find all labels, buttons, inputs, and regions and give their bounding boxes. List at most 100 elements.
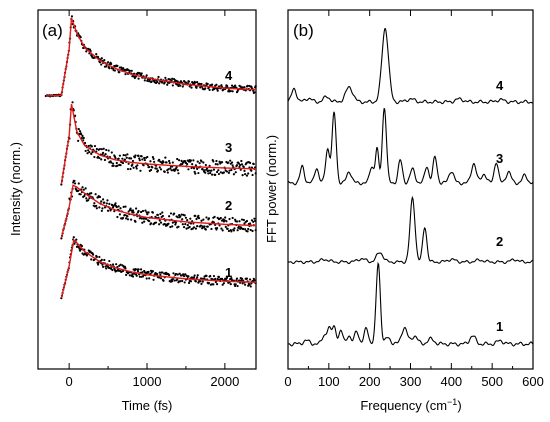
- panel-a-data-point: [171, 278, 174, 281]
- panel-a-data-point: [180, 213, 183, 216]
- panel-a-data-point: [128, 274, 131, 277]
- panel-a-data-point: [171, 225, 174, 228]
- panel-a-data-point: [183, 214, 186, 217]
- panel-a-trace-label: 2: [225, 198, 232, 213]
- panel-a-data-point: [166, 83, 169, 86]
- panel-a-data-point: [184, 223, 187, 226]
- panel-a-data-point: [248, 278, 252, 281]
- panel-a-data-point: [230, 230, 233, 233]
- panel-a-data-point: [97, 55, 100, 59]
- panel-a-data-point: [95, 53, 98, 56]
- panel-a-data-point: [235, 277, 239, 280]
- panel-a-data-point: [234, 84, 237, 87]
- panel-a-data-point: [158, 82, 161, 85]
- panel-a-data-point: [93, 202, 96, 205]
- panel-a-x-tick-label: 2000: [210, 374, 239, 389]
- panel-a-data-point: [134, 154, 137, 157]
- panel-a-x-ticks: 0 1000 2000: [66, 10, 239, 389]
- panel-a-data-point: [103, 58, 106, 62]
- panel-a-data-point: [106, 61, 110, 64]
- panel-a-data-point: [227, 161, 230, 164]
- panel-a-data-point: [101, 263, 104, 266]
- panel-a-data-point: [77, 182, 80, 185]
- panel-a-data-point: [246, 84, 249, 87]
- panel-a-data-point: [229, 89, 232, 93]
- panel-a-data-point: [100, 200, 103, 203]
- panel-a-data-point: [156, 169, 159, 172]
- panel-a-data-point: [215, 83, 218, 86]
- panel-a-data-point: [151, 211, 155, 214]
- panel-a-data-point: [239, 168, 242, 171]
- panel-a-data-point: [253, 166, 257, 169]
- panel-a-data-point: [207, 281, 211, 285]
- panel-a-data-point: [178, 272, 181, 275]
- panel-a-data-point: [78, 130, 82, 133]
- panel-a-data-point: [138, 217, 141, 220]
- panel-a-data-point: [212, 168, 216, 171]
- panel-a-fit-curve: [45, 17, 257, 97]
- panel-a-data-point: [192, 167, 196, 170]
- panel-a-data-point: [234, 283, 237, 286]
- panel-a-data-point: [100, 63, 103, 66]
- panel-a-data-point: [249, 228, 252, 232]
- panel-a-data-point: [215, 283, 219, 286]
- panel-a-data-point: [116, 215, 119, 219]
- panel-a-data-point: [81, 186, 84, 189]
- panel-a-data-point: [197, 217, 201, 220]
- panel-a-data-point: [81, 134, 84, 138]
- panel-a-data-point: [237, 162, 240, 165]
- panel-a-data-point: [88, 150, 91, 154]
- panel-a-data-point: [150, 80, 153, 83]
- panel-a-data-point: [181, 279, 184, 283]
- panel-b-traces: 4 3 2 1: [287, 27, 534, 347]
- panel-a-data-point: [139, 169, 142, 172]
- panel-a-data-point: [193, 274, 196, 277]
- panel-a-data-point: [180, 159, 183, 162]
- panel-a-data-point: [174, 272, 178, 276]
- panel-a-data-point: [197, 171, 200, 175]
- panel-a-data-point: [124, 73, 127, 76]
- panel-a-data-point: [242, 165, 245, 169]
- panel-a-label: (a): [42, 21, 63, 40]
- panel-a-data-point: [100, 209, 103, 212]
- panel-a-data-point: [128, 69, 131, 72]
- panel-a-data-point: [132, 211, 135, 214]
- panel-a-data-point: [118, 71, 121, 74]
- panel-a-data-point: [101, 198, 105, 201]
- panel-a-data-point: [131, 273, 134, 276]
- panel-a-data-point: [231, 90, 234, 93]
- panel-a-data-point: [105, 148, 108, 152]
- panel-a-data-point: [106, 209, 110, 212]
- panel-a-data-point: [92, 253, 95, 256]
- panel-a-data-point: [171, 77, 174, 80]
- panel-a-data-point: [101, 207, 104, 210]
- panel-a-data-point: [159, 277, 163, 280]
- panel-a-data-point: [248, 283, 251, 286]
- panel-a-data-point: [145, 211, 148, 214]
- panel-a-data-point: [119, 164, 122, 167]
- panel-a-data-point: [220, 227, 223, 230]
- panel-a-data-point: [227, 229, 231, 233]
- panel-b-x-tick-label: 0: [284, 374, 291, 389]
- panel-a-data-point: [121, 216, 125, 220]
- panel-a-data-point: [179, 280, 182, 283]
- panel-a-data-point: [250, 219, 254, 222]
- panel-a-data-point: [249, 285, 252, 288]
- panel-a-data-point: [174, 223, 177, 226]
- panel-a-data-point: [177, 84, 180, 88]
- panel-a-fit-curve: [60, 103, 257, 185]
- panel-a-data-point: [210, 169, 213, 172]
- panel-a-data-point: [108, 202, 111, 205]
- panel-a: (a) 0 1000 2000 Time (fs) Intensity (norm.…: [8, 9, 257, 413]
- panel-a-data-point: [253, 217, 256, 220]
- panel-a-data-point: [196, 167, 199, 170]
- panel-a-trace-2: 2: [60, 179, 257, 240]
- panel-a-data-point: [83, 141, 87, 145]
- panel-a-data-point: [195, 217, 198, 221]
- panel-a-data-point: [123, 213, 126, 217]
- panel-a-data-point: [79, 36, 82, 39]
- panel-a-data-point: [208, 88, 211, 92]
- panel-a-data-point: [245, 219, 249, 223]
- panel-a-data-point: [193, 170, 196, 173]
